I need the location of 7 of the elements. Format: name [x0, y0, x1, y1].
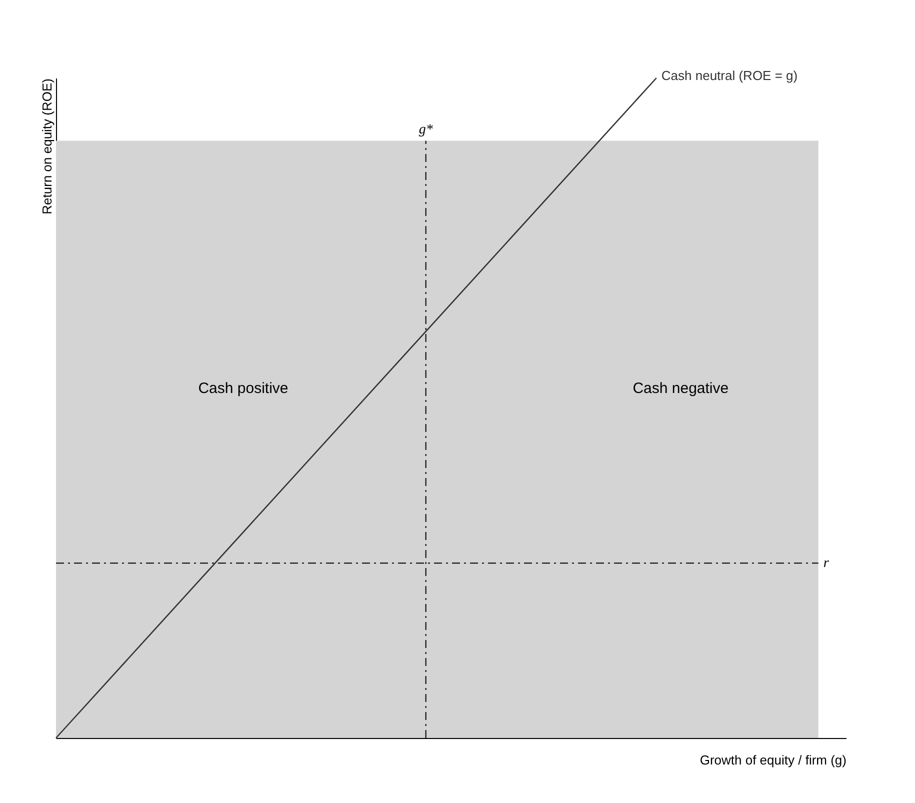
annotation: Cash negative	[632, 380, 729, 398]
y-axis-title: Return on equity (ROE)	[40, 78, 54, 214]
ref-line-label: r	[823, 556, 830, 572]
series-label: Cash neutral (ROE = g)	[661, 68, 798, 83]
annotation: Cash positive	[198, 380, 288, 398]
x-axis-title: Growth of equity / firm (g)	[700, 752, 846, 768]
annotation: g*	[418, 122, 433, 138]
